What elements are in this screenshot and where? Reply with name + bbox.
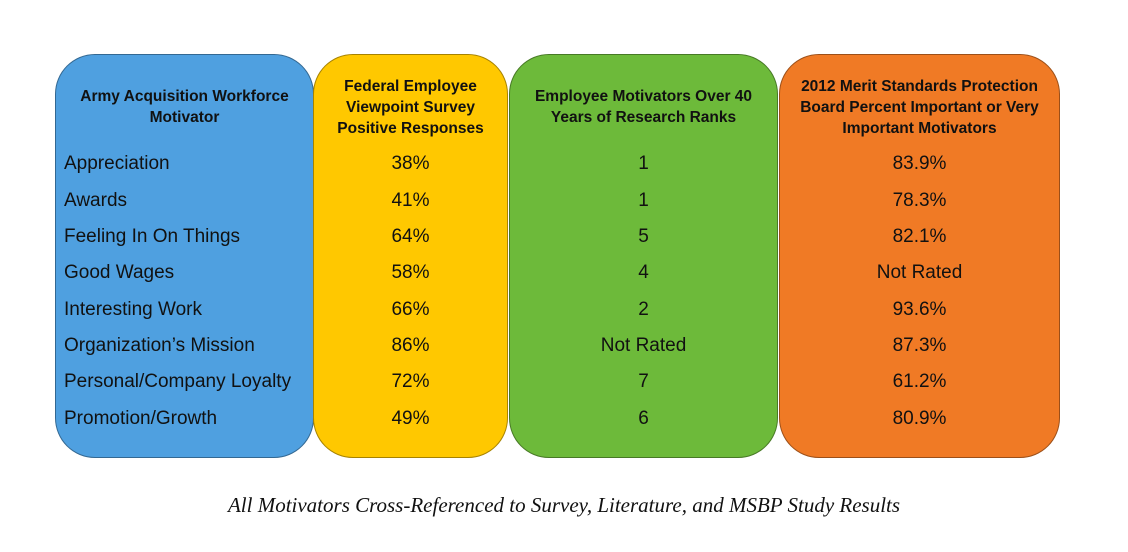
- cell-fevs-positive-4: 66%: [391, 299, 430, 320]
- cell-research-rank-4: 2: [638, 299, 649, 320]
- cell-fevs-positive-5: 86%: [391, 335, 430, 356]
- cell-fevs-positive-3: 58%: [391, 262, 430, 283]
- cell-msbp-percent-5: 87.3%: [892, 335, 947, 356]
- cell-fevs-positive-7: 49%: [391, 408, 430, 429]
- cell-fevs-positive-0: 38%: [391, 153, 430, 174]
- column-research-rank: Employee Motivators Over 40 Years of Res…: [509, 54, 778, 458]
- cell-research-rank-1: 1: [638, 190, 649, 211]
- cell-research-rank-0: 1: [638, 153, 649, 174]
- column-fevs-positive: Federal Employee Viewpoint Survey Positi…: [313, 54, 508, 458]
- cell-motivator-1: Awards: [64, 190, 128, 211]
- table-caption: All Motivators Cross-Referenced to Surve…: [227, 493, 901, 517]
- cell-research-rank-2: 5: [638, 226, 649, 247]
- cell-motivator-2: Feeling In On Things: [64, 226, 241, 247]
- cell-fevs-positive-2: 64%: [391, 226, 430, 247]
- column-motivator: Army Acquisition Workforce Motivator Appr…: [55, 54, 314, 458]
- cell-msbp-percent-7: 80.9%: [892, 408, 947, 429]
- cell-msbp-percent-3: Not Rated: [876, 262, 963, 283]
- cell-research-rank-5: Not Rated: [600, 335, 687, 356]
- column-header-fevs-positive: Federal Employee Viewpoint Survey Positi…: [337, 77, 484, 137]
- cell-msbp-percent-1: 78.3%: [892, 190, 947, 211]
- cell-motivator-5: Organization’s Mission: [64, 335, 255, 356]
- cell-research-rank-6: 7: [638, 371, 649, 392]
- column-msbp-percent: 2012 Merit Standards Protection Board Pe…: [779, 54, 1060, 458]
- column-header-msbp-percent: 2012 Merit Standards Protection Board Pe…: [800, 77, 1039, 137]
- column-header-research-rank: Employee Motivators Over 40 Years of Res…: [534, 88, 753, 126]
- cell-msbp-percent-6: 61.2%: [892, 371, 947, 392]
- cell-motivator-6: Personal/Company Loyalty: [64, 371, 292, 392]
- cell-msbp-percent-0: 83.9%: [892, 153, 947, 174]
- cell-fevs-positive-1: 41%: [391, 190, 430, 211]
- column-header-motivator: Army Acquisition Workforce Motivator: [80, 88, 289, 126]
- cell-research-rank-3: 4: [638, 262, 649, 283]
- cell-research-rank-7: 6: [638, 408, 649, 429]
- cell-fevs-positive-6: 72%: [391, 371, 430, 392]
- cell-msbp-percent-4: 93.6%: [892, 299, 947, 320]
- cell-motivator-7: Promotion/Growth: [64, 408, 218, 429]
- cell-motivator-4: Interesting Work: [64, 299, 202, 320]
- cell-motivator-0: Appreciation: [64, 153, 170, 174]
- cell-motivator-3: Good Wages: [64, 262, 175, 283]
- cell-msbp-percent-2: 82.1%: [892, 226, 947, 247]
